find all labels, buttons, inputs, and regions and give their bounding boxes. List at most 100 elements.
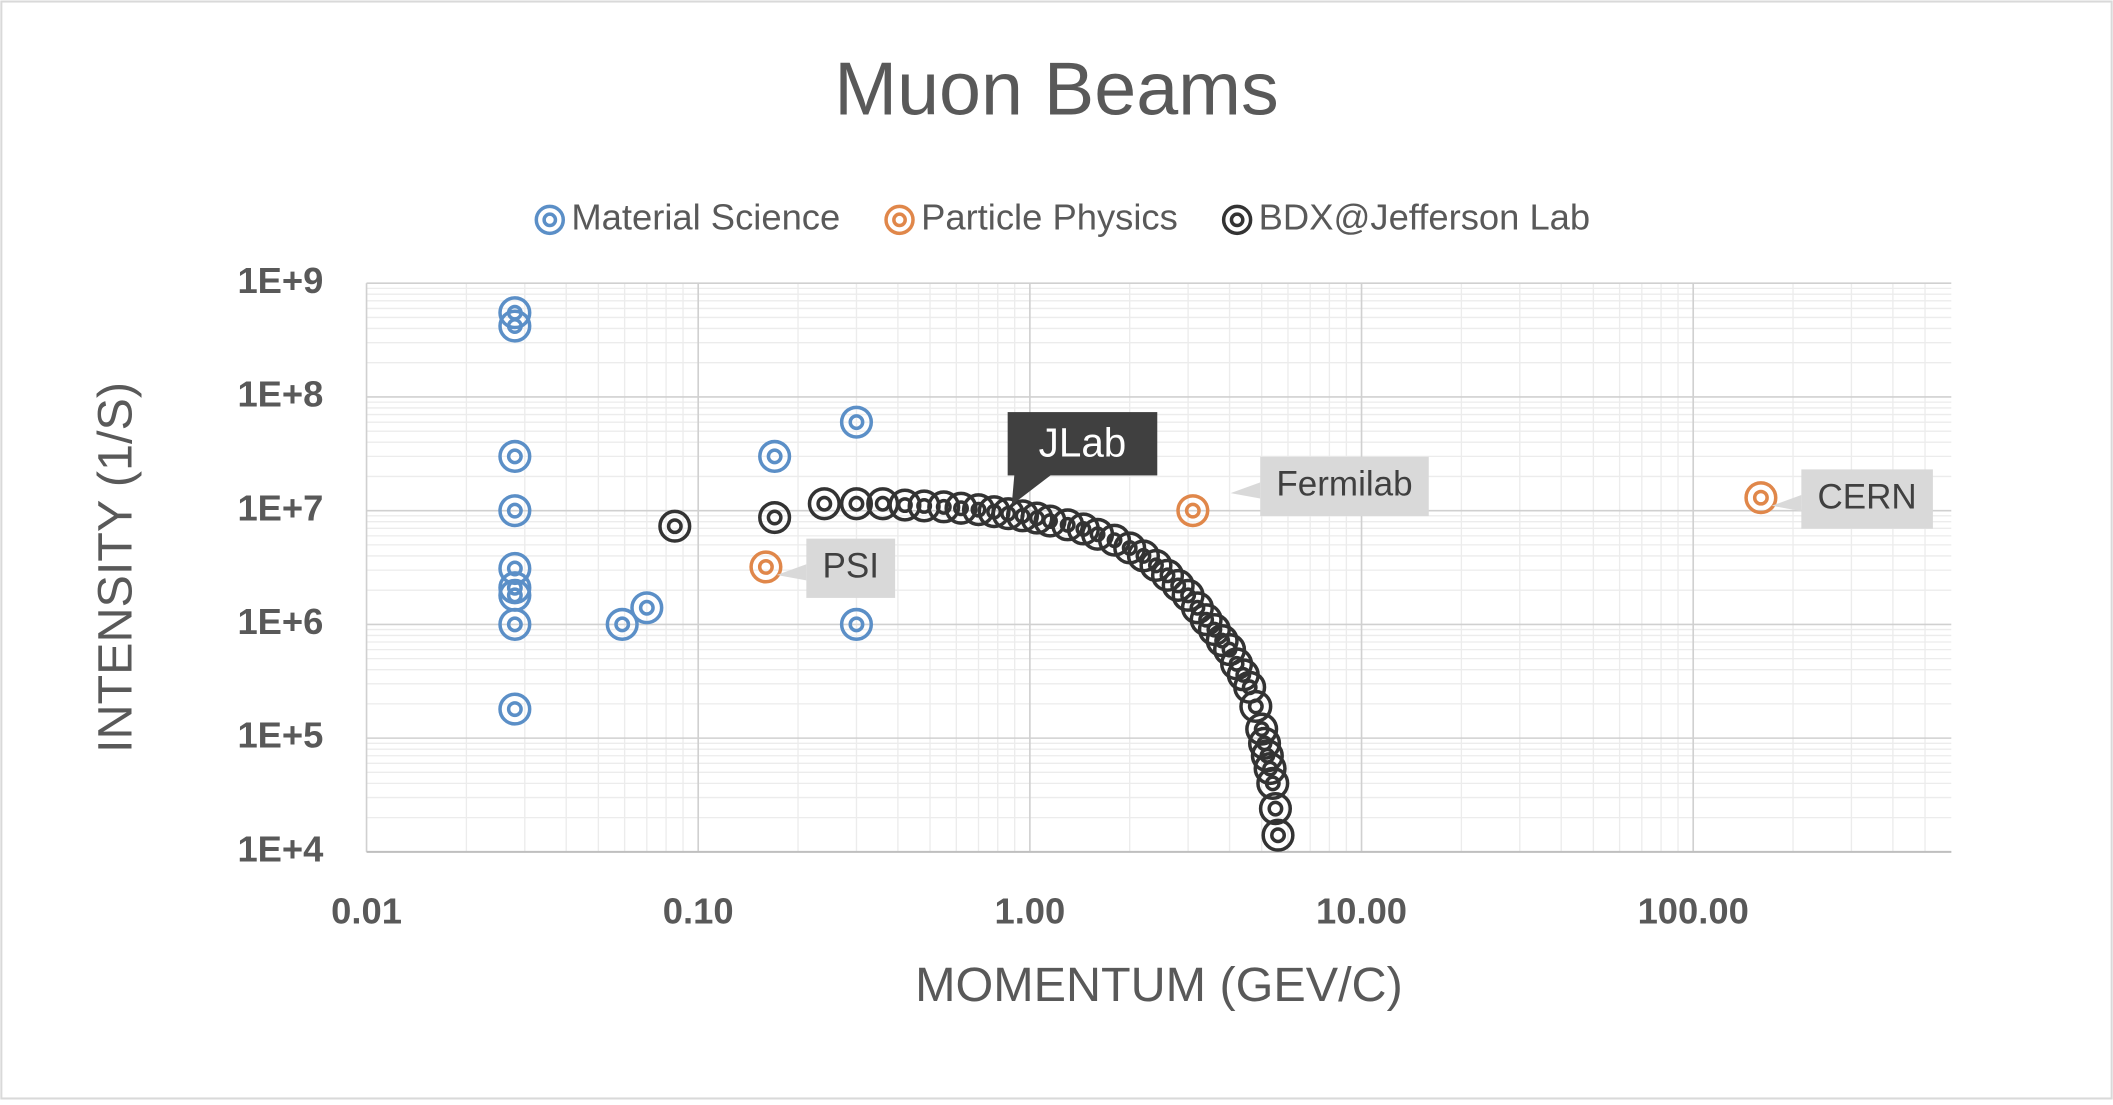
marker-inner (1170, 577, 1187, 594)
marker-inner (848, 414, 865, 431)
marker-outer (944, 491, 978, 525)
legend-label: BDX@Jefferson Lab (1259, 196, 1590, 237)
data-point (498, 692, 532, 726)
marker-inner (953, 500, 969, 517)
data-point (1256, 766, 1290, 800)
data-point (658, 509, 692, 543)
x-tick-label: 1.00 (994, 890, 1065, 931)
marker-inner (896, 497, 913, 514)
marker-inner (506, 587, 523, 604)
marker-inner (1267, 800, 1284, 817)
data-label-box (1801, 469, 1933, 529)
data-point (498, 607, 532, 641)
marker-outer (1051, 508, 1085, 542)
marker-inner (1159, 567, 1176, 584)
legend-item: Material Science (534, 196, 840, 237)
marker-inner (1198, 611, 1215, 628)
marker-outer (534, 204, 566, 236)
marker-outer (498, 692, 532, 726)
marker-inner (1228, 655, 1245, 672)
marker-inner (638, 599, 655, 616)
data-point (1261, 818, 1295, 852)
marker-outer (1176, 494, 1210, 528)
marker-outer (1256, 766, 1290, 800)
marker-outer (1744, 481, 1778, 515)
data-point (839, 607, 874, 641)
data-point (498, 439, 532, 473)
data-point (839, 487, 874, 521)
marker-outer (1205, 624, 1239, 658)
marker-outer (605, 607, 639, 641)
marker-inner (1235, 666, 1252, 683)
data-point (1176, 494, 1210, 528)
marker-outer (498, 551, 532, 586)
marker-outer (1247, 726, 1282, 760)
data-point (1139, 548, 1173, 582)
y-tick-label: 1E+4 (237, 828, 324, 869)
data-point (1239, 689, 1273, 723)
annotation: JLab (1039, 419, 1127, 465)
data-point (498, 551, 532, 586)
y-tick-label: 1E+8 (237, 374, 323, 415)
marker-outer (498, 309, 532, 343)
marker-inner (766, 448, 783, 465)
data-point (839, 405, 874, 439)
chart-title: Muon Beams (834, 46, 1279, 130)
data-point (498, 309, 532, 343)
marker-outer (758, 439, 792, 473)
data-label-group: PSI (776, 538, 896, 598)
marker-inner (1247, 698, 1264, 715)
marker-outer (839, 405, 874, 439)
marker-inner (506, 560, 523, 577)
marker-inner (614, 616, 631, 633)
marker-inner (892, 212, 907, 228)
marker-outer (658, 509, 692, 543)
marker-inner (666, 518, 683, 535)
marker-outer (839, 487, 874, 521)
data-point (749, 550, 783, 584)
legend-label: Particle Physics (921, 196, 1178, 237)
marker-inner (1264, 775, 1281, 792)
data-label-box (1260, 456, 1429, 517)
marker-inner (1184, 502, 1201, 519)
y-axis-title: INTENSITY (1/S) (88, 382, 142, 753)
marker-outer (498, 439, 532, 473)
marker-outer (1258, 792, 1293, 826)
data-point (630, 591, 664, 625)
data-point (1189, 603, 1223, 637)
marker-outer (1245, 712, 1279, 746)
marker-inner (1147, 557, 1164, 574)
marker-inner (935, 498, 952, 515)
data-label-group: Fermilab (1230, 456, 1429, 517)
marker-inner (542, 212, 558, 228)
marker-outer (1239, 689, 1273, 723)
marker-inner (1752, 489, 1769, 506)
marker-outer (1139, 548, 1173, 582)
marker-outer (1150, 558, 1185, 592)
data-label-box (806, 538, 896, 598)
marker-outer (498, 296, 532, 330)
y-tick-label: 1E+7 (237, 487, 323, 528)
marker-inner (1189, 599, 1206, 616)
data-label: CERN (1818, 477, 1917, 516)
x-tick-label: 100.00 (1638, 890, 1749, 931)
data-point (1161, 568, 1195, 603)
data-label-group: CERN (1771, 469, 1933, 529)
data-point (1150, 558, 1185, 592)
marker-outer (1221, 204, 1253, 236)
x-axis-title: MOMENTUM (GEV/C) (915, 958, 1403, 1012)
marker-inner (1270, 827, 1286, 844)
marker-inner (1180, 587, 1197, 604)
x-tick-label: 0.01 (331, 890, 402, 931)
marker-inner (506, 318, 523, 335)
marker-outer (1189, 603, 1223, 637)
x-tick-label: 10.00 (1316, 890, 1407, 931)
y-tick-label: 1E+9 (237, 260, 323, 301)
marker-outer (839, 607, 874, 641)
data-point (807, 487, 841, 521)
marker-outer (1020, 501, 1054, 535)
data-point (498, 494, 532, 528)
data-point (758, 500, 792, 535)
